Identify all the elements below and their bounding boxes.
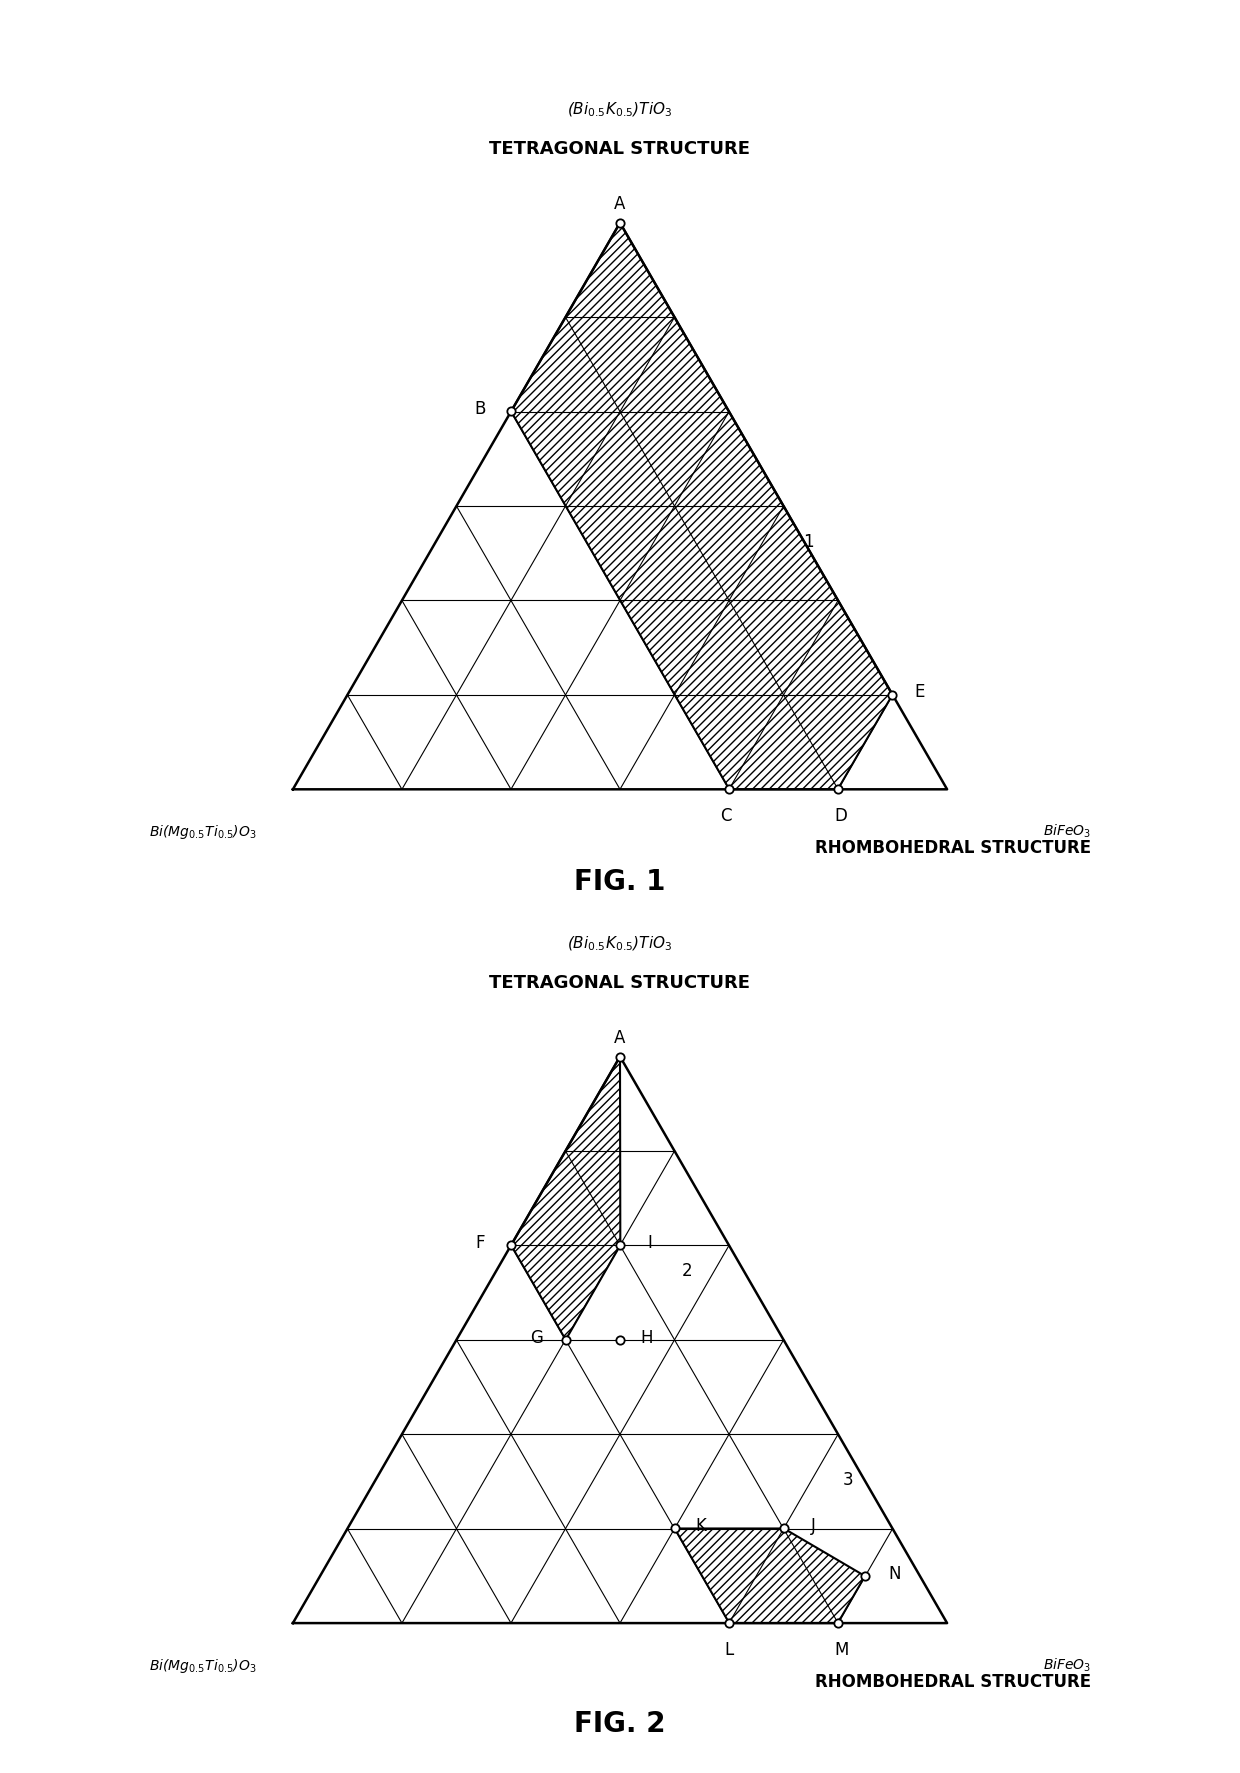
Text: FIG. 1: FIG. 1: [574, 867, 666, 895]
Text: J: J: [811, 1516, 816, 1534]
Text: FIG. 2: FIG. 2: [574, 1709, 666, 1738]
Text: K: K: [696, 1516, 707, 1534]
Text: E: E: [915, 683, 925, 700]
Text: F: F: [475, 1234, 485, 1252]
Text: C: C: [720, 807, 732, 824]
Text: TETRAGONAL STRUCTURE: TETRAGONAL STRUCTURE: [490, 973, 750, 991]
Text: BiFeO$_3$: BiFeO$_3$: [1043, 1656, 1091, 1674]
Text: B: B: [474, 401, 485, 418]
Text: Bi(Mg$_{0.5}$Ti$_{0.5}$)O$_3$: Bi(Mg$_{0.5}$Ti$_{0.5}$)O$_3$: [149, 1656, 257, 1674]
Text: (Bi$_{0.5}$K$_{0.5}$)TiO$_3$: (Bi$_{0.5}$K$_{0.5}$)TiO$_3$: [568, 101, 672, 119]
Text: D: D: [835, 807, 848, 824]
Text: 2: 2: [682, 1261, 693, 1278]
Text: TETRAGONAL STRUCTURE: TETRAGONAL STRUCTURE: [490, 140, 750, 158]
Text: G: G: [529, 1328, 543, 1346]
Text: (Bi$_{0.5}$K$_{0.5}$)TiO$_3$: (Bi$_{0.5}$K$_{0.5}$)TiO$_3$: [568, 934, 672, 952]
Text: 3: 3: [842, 1470, 853, 1488]
Text: BiFeO$_3$: BiFeO$_3$: [1043, 823, 1091, 840]
Text: 1: 1: [804, 532, 813, 550]
Text: H: H: [640, 1328, 652, 1346]
Text: N: N: [888, 1564, 900, 1582]
Text: A: A: [614, 1028, 626, 1046]
Text: M: M: [835, 1640, 848, 1658]
Text: A: A: [614, 195, 626, 213]
Text: RHOMBOHEDRAL STRUCTURE: RHOMBOHEDRAL STRUCTURE: [815, 1672, 1091, 1690]
Text: I: I: [647, 1234, 652, 1252]
Text: L: L: [724, 1640, 734, 1658]
Text: RHOMBOHEDRAL STRUCTURE: RHOMBOHEDRAL STRUCTURE: [815, 839, 1091, 856]
Text: Bi(Mg$_{0.5}$Ti$_{0.5}$)O$_3$: Bi(Mg$_{0.5}$Ti$_{0.5}$)O$_3$: [149, 823, 257, 840]
